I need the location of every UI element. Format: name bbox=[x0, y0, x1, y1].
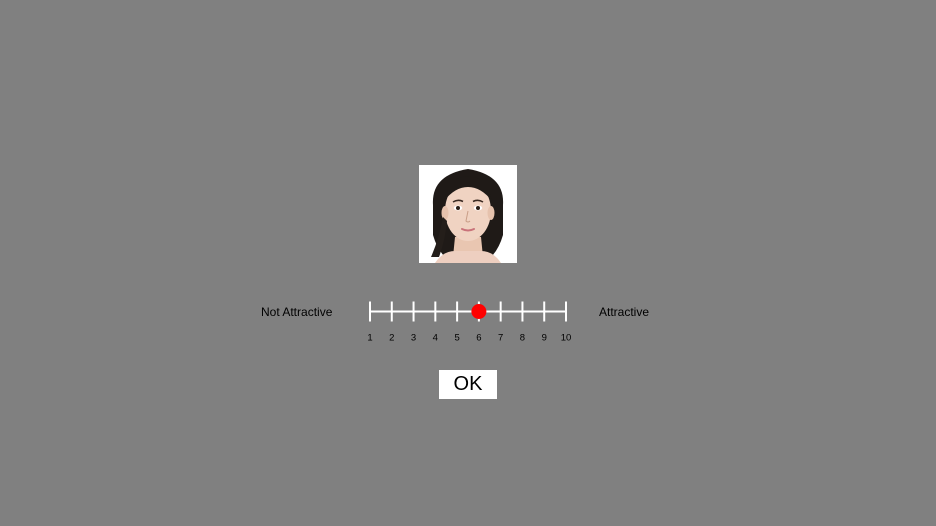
scale-left-anchor-label: Not Attractive bbox=[261, 305, 333, 319]
scale-tick-label: 4 bbox=[433, 333, 438, 344]
scale-tick-label: 8 bbox=[520, 333, 525, 344]
ok-button[interactable]: OK bbox=[439, 370, 497, 399]
face-photo bbox=[419, 165, 517, 263]
scale-tick-label: 10 bbox=[561, 333, 572, 344]
scale-tick-label: 9 bbox=[542, 333, 547, 344]
scale-tick-label: 3 bbox=[411, 333, 416, 344]
scale-right-anchor-label: Attractive bbox=[599, 305, 650, 319]
scale-tick-label: 7 bbox=[498, 333, 503, 344]
selected-value-marker[interactable] bbox=[471, 304, 487, 319]
rating-scale[interactable]: 1 2 3 4 5 6 7 8 9 10 bbox=[360, 294, 580, 350]
scale-tick-label: 2 bbox=[389, 333, 394, 344]
scale-tick-label: 6 bbox=[476, 333, 481, 344]
scale-tick-label: 5 bbox=[454, 333, 459, 344]
scale-tick-label: 1 bbox=[367, 333, 372, 344]
